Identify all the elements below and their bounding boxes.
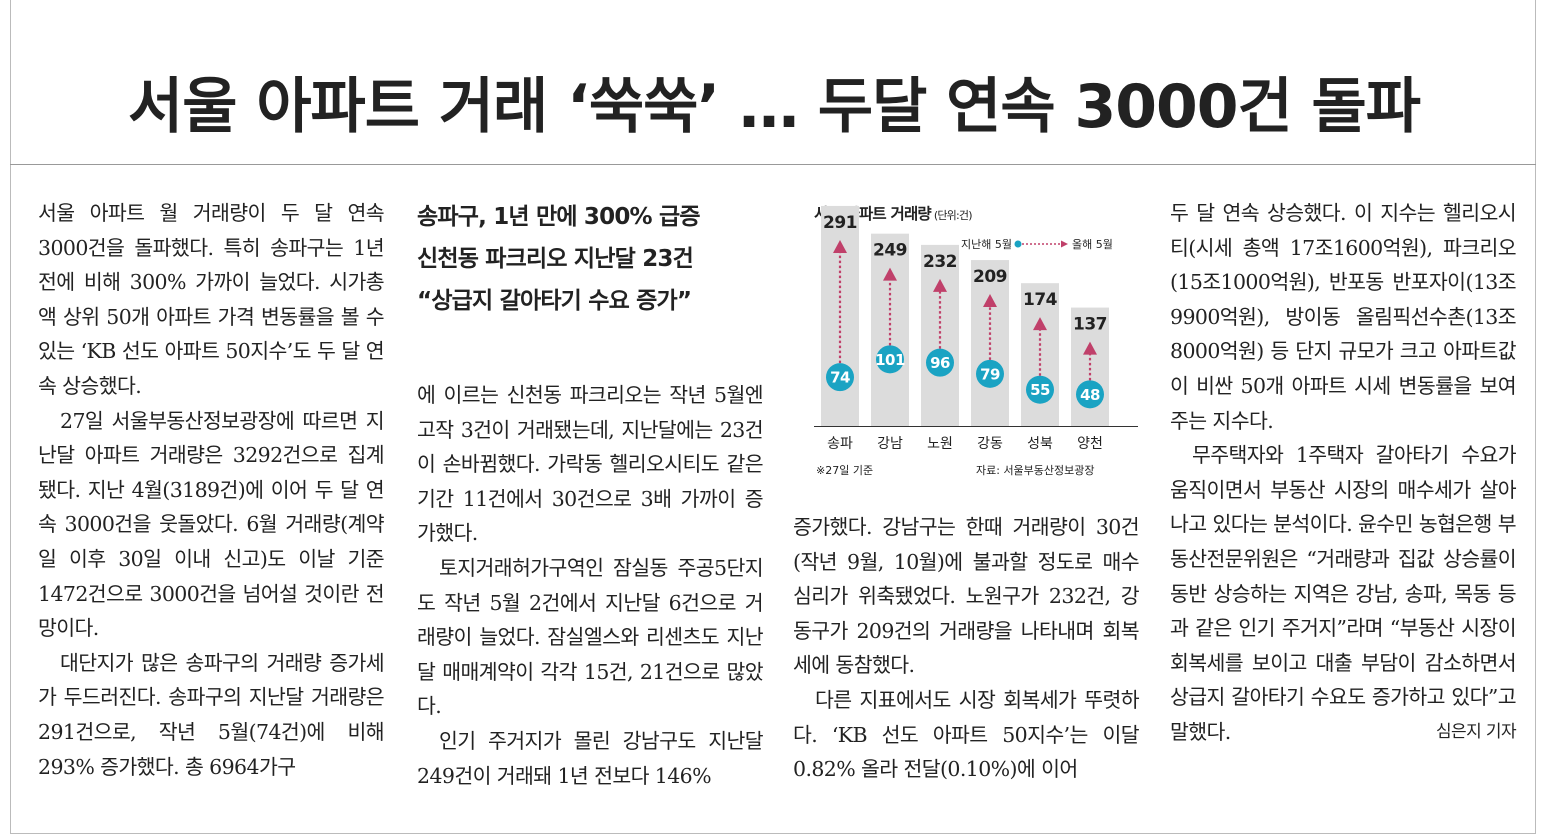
value-label-prev: 101 (875, 351, 905, 369)
value-label-prev: 55 (1030, 381, 1050, 399)
arrow-head-노원 (933, 278, 947, 292)
category-label: 강동 (977, 436, 1003, 452)
value-label-current: 209 (973, 267, 1007, 287)
paragraph: 두 달 연속 상승했다. 이 지수는 헬리오시티(시세 총액 17조1600억원… (1170, 201, 1517, 433)
article-column-3: 증가했다. 강남구는 한때 거래량이 30건(작년 9월, 10월)에 불과할 … (793, 510, 1140, 787)
article-column-1: 서울 아파트 월 거래량이 두 달 연속 3000건을 돌파했다. 특히 송파구… (38, 196, 385, 784)
dot-prev-성북 (1026, 375, 1054, 404)
arrow-head-강동 (983, 294, 997, 308)
headline-divider (10, 164, 1536, 165)
subheadline: 송파구, 1년 만에 300% 급증 신천동 파크리오 지난달 23건 “상급지… (417, 196, 763, 322)
value-label-prev: 79 (980, 365, 1000, 383)
article-frame (10, 0, 1536, 834)
paragraph: 무주택자와 1주택자 갈아타기 수요가 움직이면서 부동산 시장의 매수세가 살… (1170, 438, 1517, 749)
subheadline-line: 신천동 파크리오 지난달 23건 (417, 246, 694, 272)
arrow-head-양천 (1083, 341, 1097, 355)
headline: 서울 아파트 거래 ‘쑥쑥’ … 두달 연속 3000건 돌파 (128, 72, 1421, 142)
arrow-head-송파 (833, 239, 847, 253)
value-label-current: 137 (1073, 315, 1107, 335)
subheadline-line: 송파구, 1년 만에 300% 급증 (417, 204, 701, 230)
paragraph-text: 무주택자와 1주택자 갈아타기 수요가 움직이면서 부동산 시장의 매수세가 살… (1170, 443, 1517, 744)
value-label-current: 249 (873, 241, 907, 261)
legend-arrow-head (1061, 240, 1068, 248)
dot-prev-강동 (976, 359, 1004, 388)
chart-source: 자료: 서울부동산정보광장 (976, 464, 1095, 477)
paragraph: 27일 서울부동산정보광장에 따르면 지난달 아파트 거래량은 3292건으로 … (38, 408, 385, 641)
dot-prev-노원 (926, 348, 954, 377)
category-label: 양천 (1077, 436, 1103, 452)
value-label-current: 174 (1023, 290, 1058, 310)
apartment-trade-chart: 서울 아파트 거래량 (단위:건) 지난해 5월 올해 5월 291 74 송파 249 10… (808, 196, 1148, 486)
paragraph: 서울 아파트 월 거래량이 두 달 연속 3000건을 돌파했다. 특히 송파구… (38, 201, 385, 398)
category-label: 강남 (877, 436, 903, 452)
legend-dot (1014, 240, 1022, 248)
dot-prev-송파 (826, 363, 854, 392)
paragraph: 다른 지표에서도 시장 회복세가 뚜렷하다. ‘KB 선도 아파트 50지수’는… (793, 687, 1140, 782)
legend-label-from: 지난해 5월 (961, 237, 1012, 251)
legend-label-to: 올해 5월 (1072, 237, 1113, 251)
category-label: 송파 (827, 436, 853, 452)
article-column-4: 두 달 연속 상승했다. 이 지수는 헬리오시티(시세 총액 17조1600억원… (1170, 196, 1517, 750)
value-label-current: 291 (823, 213, 857, 233)
paragraph: 대단지가 많은 송파구의 거래량 증가세가 두드러진다. 송파구의 지난달 거래… (38, 650, 385, 779)
category-label: 성북 (1027, 436, 1053, 452)
paragraph: 에 이르는 신천동 파크리오는 작년 5월엔 고작 3건이 거래됐는데, 지난달… (417, 383, 764, 546)
value-label-prev: 48 (1080, 386, 1100, 404)
paragraph: 증가했다. 강남구는 한때 거래량이 30건(작년 9월, 10월)에 불과할 … (793, 515, 1140, 678)
value-label-prev: 96 (930, 354, 950, 372)
arrow-head-강남 (883, 267, 897, 281)
bar-노원 (921, 244, 959, 426)
paragraph: 토지거래허가구역인 잠실동 주공5단지도 작년 5월 2건에서 지난달 6건으로… (417, 555, 764, 719)
value-label-current: 232 (923, 252, 957, 272)
value-label-prev: 74 (830, 369, 850, 387)
dot-prev-강남 (876, 345, 904, 374)
arrow-head-성북 (1033, 317, 1047, 331)
article-column-2: 에 이르는 신천동 파크리오는 작년 5월엔 고작 3건이 거래됐는데, 지난달… (417, 378, 764, 793)
chart-note: ※27일 기준 (816, 464, 874, 477)
chart-plot: 지난해 5월 올해 5월 291 74 송파 249 101 강남 232 96 노원 209 79 강동… (814, 205, 1138, 452)
paragraph: 인기 주거지가 몰린 강남구도 지난달 249건이 거래돼 1년 전보다 146… (417, 728, 764, 788)
byline: 심은지 기자 (1435, 721, 1517, 742)
category-label: 노원 (927, 436, 953, 452)
subheadline-line: “상급지 갈아타기 수요 증가” (417, 288, 692, 314)
dot-prev-양천 (1076, 380, 1104, 409)
chart-unit: (단위:건) (933, 209, 973, 222)
